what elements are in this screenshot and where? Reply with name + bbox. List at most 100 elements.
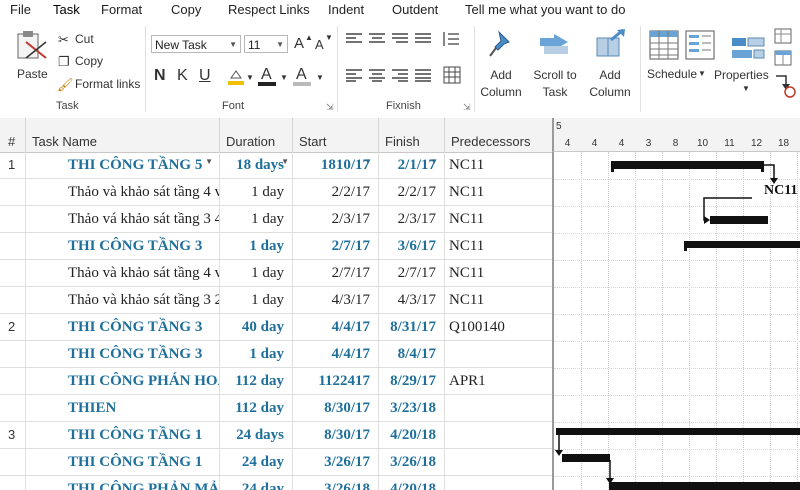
duration-cell[interactable]: 112 day (220, 395, 293, 422)
start-cell[interactable]: 4/4/17 (293, 314, 379, 341)
row-number[interactable] (0, 206, 26, 233)
bold-button[interactable]: N (154, 67, 166, 84)
task-name-cell[interactable]: THI CÔNG TẦNG 3 (26, 233, 220, 260)
row-number[interactable] (0, 179, 26, 206)
align-center-icon[interactable] (369, 68, 385, 82)
row-number[interactable] (0, 395, 26, 422)
shrink-font-icon[interactable]: A (315, 37, 324, 52)
column-header-start[interactable]: Start ▼ (293, 118, 379, 166)
finish-cell[interactable]: 4/20/18 (379, 422, 445, 449)
start-cell[interactable]: 2/7/17 (293, 233, 379, 260)
predecessors-cell[interactable]: NC11 (449, 211, 485, 227)
column-header-duration[interactable]: Duration ▼ (220, 118, 293, 166)
format-links-button[interactable]: Format links (75, 77, 141, 91)
align-top-left-icon[interactable] (346, 32, 362, 46)
table-row[interactable]: 3 THI CÔNG TẦNG 1 24 days 8/30/17 4/20/18 (0, 422, 552, 449)
link-tasks-icon[interactable] (772, 72, 798, 98)
duration-cell[interactable]: 40 day (220, 314, 293, 341)
finish-cell[interactable]: 2/7/17 (379, 260, 445, 287)
finish-cell[interactable]: 3/26/18 (379, 449, 445, 476)
start-cell[interactable]: 8/30/17 (293, 422, 379, 449)
align-justify-icon[interactable] (415, 32, 431, 46)
gantt-summary-bar[interactable] (556, 428, 800, 435)
justify-icon[interactable] (415, 68, 431, 82)
task-name-cell[interactable]: Thảo và khảo sát tầng 4 vài 1 (26, 179, 220, 206)
align-left-icon[interactable] (346, 68, 362, 82)
add-column-button-2[interactable]: Add Column (589, 68, 631, 99)
duration-cell[interactable]: 24 days (220, 422, 293, 449)
table-row[interactable]: THI CÔNG TẦNG 1 24 day 3/26/17 3/26/18 (0, 449, 552, 476)
duration-cell[interactable]: 1 day (220, 341, 293, 368)
gantt-task-bar[interactable] (710, 216, 768, 224)
scissors-icon[interactable]: ✂ (58, 32, 69, 47)
duration-cell[interactable]: 24 day (220, 476, 293, 490)
chevron-down-icon[interactable]: ▼ (364, 157, 372, 166)
text-color-icon[interactable]: A (293, 66, 311, 86)
tell-me-search[interactable]: Tell me what you want to do (465, 2, 626, 17)
predecessors-cell[interactable] (445, 476, 552, 490)
finish-cell[interactable]: 4/20/18 (379, 476, 445, 490)
align-top-right-icon[interactable] (392, 32, 408, 46)
table-row[interactable]: THIEN 112 day 8/30/17 3/23/18 (0, 395, 552, 422)
finish-cell[interactable]: 2/3/17 (379, 206, 445, 233)
task-name-cell[interactable]: Thảo và khảo sát tầng 4 vài 2 (26, 260, 220, 287)
schedule-grid-icon[interactable] (649, 30, 679, 60)
chevron-down-icon[interactable]: ▼ (280, 73, 288, 82)
task-name-cell[interactable]: THI CÔNG TẦNG 5 (26, 152, 220, 179)
start-cell[interactable]: 2/7/17 (293, 260, 379, 287)
dialog-launcher-icon[interactable]: ⇲ (463, 102, 471, 112)
predecessors-cell[interactable] (445, 422, 552, 449)
view-columns-icon[interactable] (685, 30, 715, 60)
menu-task[interactable]: Task (53, 2, 80, 17)
task-name-cell[interactable]: THI CÔNG PHÁN HOÀN (26, 368, 220, 395)
chevron-down-icon[interactable]: ▼ (205, 157, 213, 166)
predecessors-cell[interactable]: NC11 (449, 238, 485, 254)
finish-cell[interactable]: 8/4/17 (379, 341, 445, 368)
chevron-down-icon[interactable]: ▼ (246, 73, 254, 82)
row-number[interactable] (0, 287, 26, 314)
align-top-center-icon[interactable] (369, 32, 385, 46)
menu-outdent[interactable]: Outdent (392, 2, 439, 17)
start-cell[interactable]: 3/26/17 (293, 449, 379, 476)
underline-button[interactable]: U (199, 67, 211, 84)
column-header-task-name[interactable]: Task Name ▼ (26, 118, 220, 166)
table-row[interactable]: Thảo và khảo sát tầng 4 vài 11 day2/2/17… (0, 179, 552, 206)
row-number[interactable] (0, 368, 26, 395)
line-spacing-icon[interactable] (441, 30, 459, 48)
predecessors-cell[interactable]: APR1 (449, 373, 486, 389)
menu-format[interactable]: Format (101, 2, 143, 17)
italic-button[interactable]: K (177, 67, 188, 84)
gantt-task-bar[interactable] (562, 454, 610, 462)
highlight-color-icon[interactable] (228, 68, 244, 86)
task-name-cell[interactable]: Thảo và khảo sát tầng 3 2 (26, 287, 220, 314)
finish-cell[interactable]: 3/23/18 (379, 395, 445, 422)
duration-cell[interactable]: 112 day (220, 368, 293, 395)
table-grid-icon[interactable] (443, 66, 461, 84)
column-header-predecessors[interactable]: Predecessors (451, 134, 531, 149)
grow-font-icon[interactable]: A (294, 35, 305, 52)
start-cell[interactable]: 2/3/17 (293, 206, 379, 233)
pin-icon[interactable] (487, 30, 515, 60)
task-name-cell[interactable]: THI CÔNG TẦNG 1 (26, 422, 220, 449)
predecessors-cell[interactable]: NC11 (449, 157, 485, 173)
start-cell[interactable]: 1122417 (293, 368, 379, 395)
task-name-cell[interactable]: Thảo vá khảo sát tầng 3 4 (26, 206, 220, 233)
table-row[interactable]: THI CÔNG PHÁN HOÀN112 day11224178/29/17A… (0, 368, 552, 395)
insert-table-icon[interactable] (774, 50, 794, 68)
scroll-to-task-button[interactable]: Scroll to Task (533, 68, 577, 99)
task-name-cell[interactable]: THI CÔNG TẦNG 3 (26, 314, 220, 341)
row-number[interactable]: 2 (0, 314, 26, 341)
start-cell[interactable]: 4/3/17 (293, 287, 379, 314)
chevron-down-icon[interactable]: ▼ (316, 73, 324, 82)
column-header-finish[interactable]: Finish ▼ (379, 118, 445, 166)
task-name-cell[interactable]: THI CÔNG TẦNG 1 (26, 449, 220, 476)
align-right-icon[interactable] (392, 68, 408, 82)
row-number[interactable] (0, 449, 26, 476)
duration-cell[interactable]: 24 day (220, 449, 293, 476)
menu-copy[interactable]: Copy (171, 2, 202, 17)
cut-button[interactable]: Cut (75, 32, 94, 46)
paste-button[interactable]: Paste (17, 67, 48, 81)
start-cell[interactable]: 3/26/18 (293, 476, 379, 490)
task-name-cell[interactable]: THI CÔNG PHẢN MẢI (26, 476, 220, 490)
